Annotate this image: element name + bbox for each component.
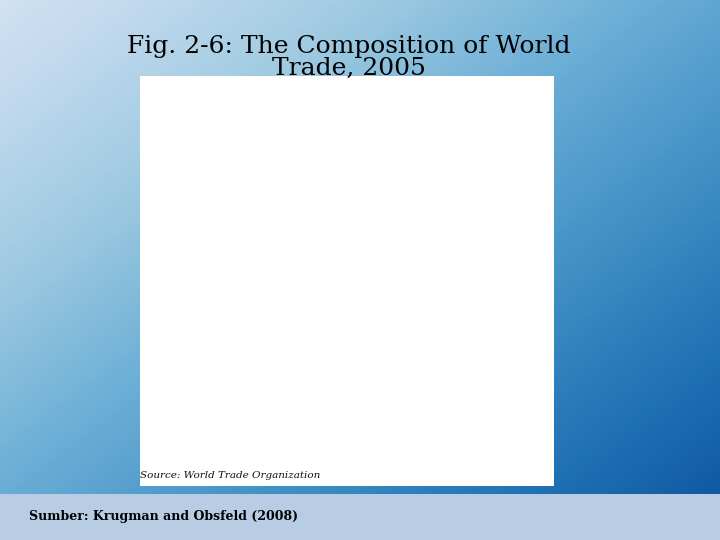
Text: Sumber: Krugman and Obsfeld (2008): Sumber: Krugman and Obsfeld (2008) [29,510,298,523]
Wedge shape [280,281,346,436]
Text: Services
19.59%: Services 19.59% [215,226,268,254]
Text: Source: World Trade Organization: Source: World Trade Organization [140,470,320,480]
Wedge shape [194,281,346,422]
Text: Agricultural
6.91%: Agricultural 6.91% [283,376,360,404]
Wedge shape [260,125,501,436]
Text: Trade, 2005: Trade, 2005 [272,57,426,80]
Text: Manufactures
59.32%: Manufactures 59.32% [409,234,497,262]
Text: Mining
14.18%: Mining 14.18% [235,338,283,366]
Wedge shape [190,151,346,319]
Text: Fig. 2-6: The Composition of World: Fig. 2-6: The Composition of World [127,35,571,58]
